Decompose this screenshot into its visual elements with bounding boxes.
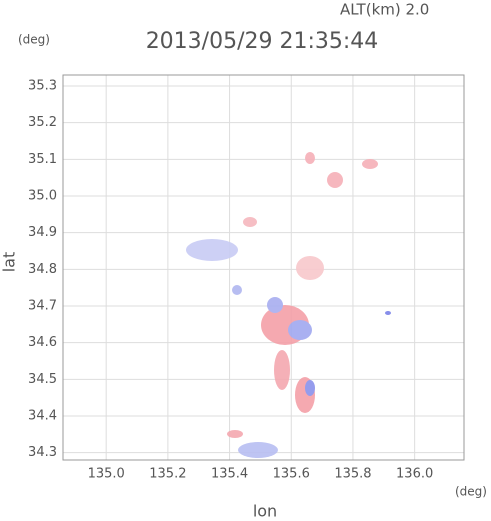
x-tick-label: 136.0 bbox=[396, 467, 433, 482]
echo-blob bbox=[227, 430, 243, 438]
y-tick-label: 35.3 bbox=[28, 79, 57, 94]
x-tick-label: 135.0 bbox=[88, 467, 125, 482]
plot-frame bbox=[62, 74, 465, 461]
y-tick-label: 35.2 bbox=[28, 115, 57, 130]
echo-blob bbox=[288, 320, 312, 340]
echo-blob bbox=[274, 350, 290, 390]
echo-blob bbox=[305, 152, 315, 164]
chart-title: 2013/05/29 21:35:44 bbox=[146, 29, 379, 54]
echo-blob bbox=[362, 159, 378, 169]
x-tick-label: 135.8 bbox=[334, 467, 371, 482]
y-tick-label: 34.9 bbox=[28, 225, 57, 240]
echo-blob bbox=[305, 380, 315, 396]
x-tick-label: 135.2 bbox=[149, 467, 186, 482]
echo-blob bbox=[232, 285, 242, 295]
y-tick-label: 34.8 bbox=[28, 262, 57, 277]
echo-blob bbox=[243, 217, 257, 227]
y-tick-label: 34.7 bbox=[28, 299, 57, 314]
y-tick-label: 34.6 bbox=[28, 335, 57, 350]
echo-blob bbox=[296, 256, 324, 280]
y-tick-label: 35.1 bbox=[28, 152, 57, 167]
y-tick-label: 34.4 bbox=[28, 409, 57, 424]
y-tick-label: 34.3 bbox=[28, 445, 57, 460]
echo-blob bbox=[238, 442, 278, 458]
x-tick-label: 135.4 bbox=[211, 467, 248, 482]
echo-blob bbox=[267, 297, 283, 313]
echo-blob bbox=[385, 311, 391, 315]
echo-blob bbox=[327, 172, 343, 188]
y-tick-label: 34.5 bbox=[28, 372, 57, 387]
echo-field bbox=[186, 152, 391, 458]
x-unit: (deg) bbox=[455, 485, 487, 499]
y-axis-label: lat bbox=[0, 252, 19, 273]
x-tick-label: 135.6 bbox=[273, 467, 310, 482]
y-unit: (deg) bbox=[18, 33, 50, 47]
echo-blob bbox=[186, 239, 238, 261]
y-tick-label: 35.0 bbox=[28, 189, 57, 204]
x-axis-label: lon bbox=[253, 502, 277, 521]
altitude-label: ALT(km) 2.0 bbox=[340, 1, 429, 19]
